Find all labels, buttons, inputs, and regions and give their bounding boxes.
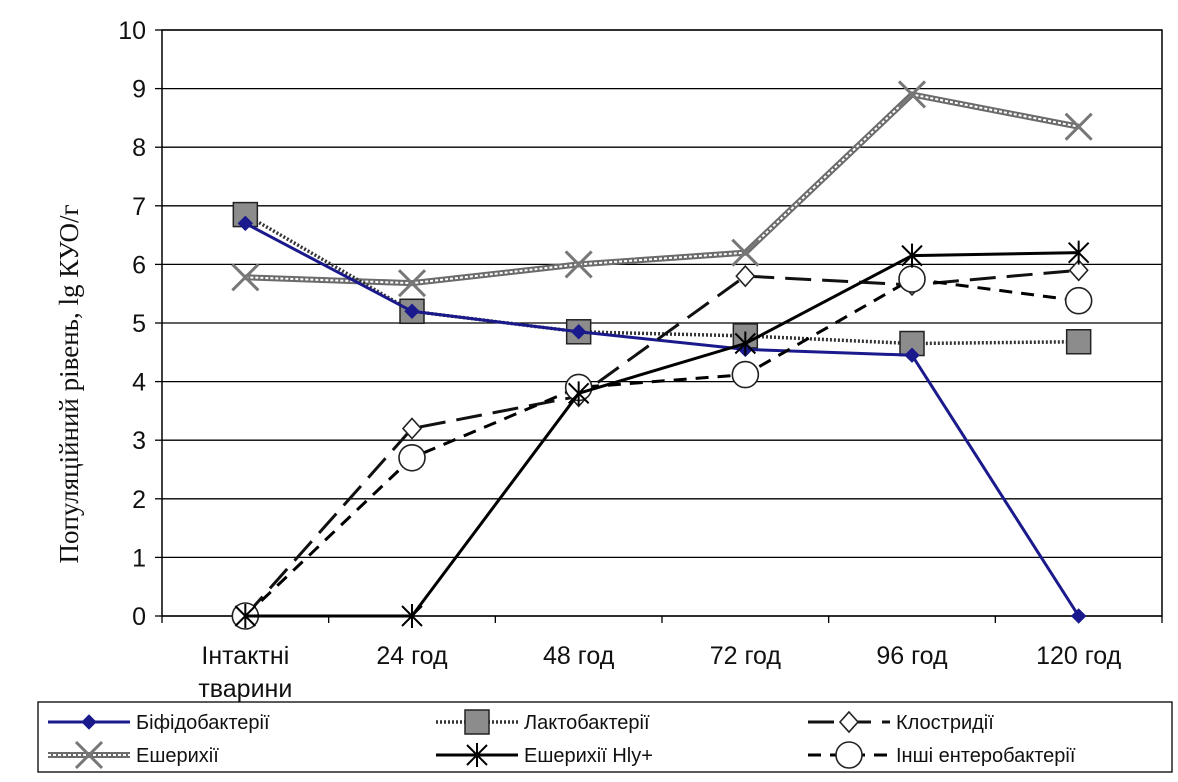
series-6 (231, 265, 1093, 630)
legend-swatch-marker (838, 710, 860, 734)
data-point (231, 263, 260, 292)
legend-swatch-marker (835, 741, 863, 769)
data-point (898, 265, 926, 293)
data-point (397, 269, 427, 298)
series-line (244, 268, 1079, 617)
series-line (245, 251, 1079, 618)
legend-label: Біфідобактерії (136, 712, 270, 734)
data-point (1065, 329, 1092, 355)
x-axis-ticks: Інтактні тварини 24 год 48 год 72 год 96 год 1… (161, 616, 1163, 703)
data-point (1070, 608, 1087, 624)
series-line (245, 91, 1080, 287)
y-tick-label: 10 (118, 17, 146, 45)
y-tick-label: 4 (132, 369, 146, 397)
legend-box (37, 701, 1173, 773)
y-tick-label: 1 (132, 544, 146, 572)
series-group (231, 80, 1093, 630)
legend-swatch-marker (466, 743, 488, 767)
y-tick-label: 6 (132, 251, 146, 279)
y-tick-label: 5 (132, 310, 146, 338)
y-tick-label: 8 (132, 134, 146, 162)
x-tick-label: 48 год (543, 642, 615, 670)
x-tick-label: 96 год (876, 642, 948, 670)
series-1 (237, 215, 1087, 624)
y-tick-label: 2 (132, 486, 146, 514)
y-axis-label: Популяційний рівень, lg КУО/г (54, 204, 84, 563)
data-point (237, 215, 254, 232)
legend-label: Лактобактерії (524, 712, 650, 734)
series-5 (234, 240, 1090, 628)
series-line (244, 222, 1080, 617)
x-tick-label: тварини (198, 675, 292, 703)
data-point (1064, 286, 1093, 315)
data-point (904, 347, 920, 363)
legend-label: Ешерихії Hly+ (524, 745, 653, 767)
series-line (244, 277, 1079, 618)
legend-item: Лактобактерії (436, 709, 650, 735)
legend-swatch-marker (81, 714, 97, 730)
data-point (570, 324, 587, 340)
y-tick-label: 7 (132, 193, 146, 221)
legend-label: Клостридії (896, 712, 994, 734)
series-4 (231, 80, 1093, 298)
legend-item: Ешерихії Hly+ (436, 743, 653, 767)
data-point (564, 250, 593, 279)
legend-item: Інші ентеробактерії (808, 741, 1076, 769)
data-point (897, 80, 927, 109)
data-point (401, 604, 423, 628)
y-tick-label: 0 (132, 603, 146, 631)
legend-label: Інші ентеробактерії (896, 745, 1076, 767)
data-point (567, 381, 590, 406)
legend-swatch-marker (464, 709, 490, 735)
legend-item: Біфідобактерії (48, 712, 270, 734)
y-axis-ticks: 0 1 2 3 4 5 6 7 8 9 10 (118, 17, 162, 631)
data-point (401, 417, 423, 440)
data-point (1064, 112, 1093, 141)
legend: Біфідобактерії Лактобактерії Клостридії Еше… (37, 701, 1173, 773)
data-point (234, 604, 257, 628)
y-tick-label: 3 (132, 427, 146, 455)
x-tick-label: Інтактні (201, 642, 289, 670)
data-point (404, 303, 420, 319)
x-tick-label: 120 год (1036, 642, 1122, 670)
data-point (735, 264, 756, 288)
legend-item: Клостридії (808, 710, 994, 734)
data-point (1067, 240, 1090, 265)
x-tick-label: 24 год (376, 642, 448, 670)
y-tick-label: 9 (132, 76, 146, 104)
data-point (398, 443, 426, 472)
data-point (1068, 259, 1089, 282)
series-3 (235, 259, 1089, 628)
data-point (901, 243, 923, 268)
data-point (731, 238, 760, 267)
legend-label: Ешерихії (136, 745, 219, 767)
legend-item: Ешерихії (48, 740, 219, 770)
x-tick-label: 72 год (710, 642, 782, 670)
legend-swatch-marker (74, 740, 104, 770)
data-point (731, 360, 760, 389)
data-point (734, 331, 757, 356)
grid-lines (162, 29, 1162, 617)
